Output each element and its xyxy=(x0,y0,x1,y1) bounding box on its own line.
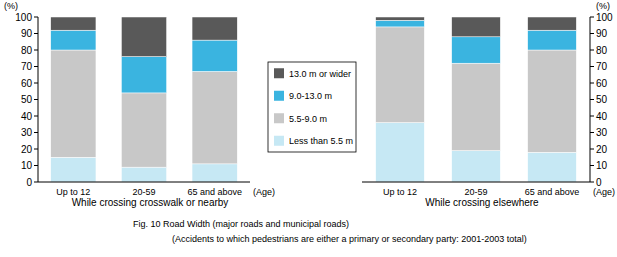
y-tick-label: 90 xyxy=(21,28,33,39)
chart-panel: 0 10 20 30 40 50 60 70 80 90 100(%) Up to 12 20-59 65… xyxy=(4,1,275,208)
bar-segment xyxy=(452,151,501,182)
bar-segment xyxy=(528,17,577,30)
y-tick-label: 0 xyxy=(26,177,32,188)
y-tick xyxy=(590,149,594,150)
x-axis-label: (Age) xyxy=(253,187,275,197)
x-axis-label: (Age) xyxy=(593,187,615,197)
x-tick-label: 20-59 xyxy=(464,187,487,197)
y-tick-label: 60 xyxy=(21,78,33,89)
y-tick-label: 20 xyxy=(21,144,33,155)
caption: (Accidents to which pedestrians are eith… xyxy=(172,234,527,244)
bar-segment xyxy=(192,164,237,182)
y-tick xyxy=(590,33,594,34)
legend-swatch xyxy=(274,68,284,78)
legend-label: 9.0-13.0 m xyxy=(289,91,332,101)
bars xyxy=(376,17,577,182)
y-tick-label: 100 xyxy=(596,12,613,23)
legend-label: 5.5-9.0 m xyxy=(289,114,327,124)
y-tick-label: 30 xyxy=(596,127,608,138)
y-tick-label: 50 xyxy=(21,94,33,105)
bar-segment xyxy=(121,93,166,167)
bar-segment xyxy=(51,17,96,30)
legend-label: Less than 5.5 m xyxy=(289,136,353,146)
chart-panel: 0 10 20 30 40 50 60 70 80 90 100(%) Up to 12 20-59 65… xyxy=(362,1,615,208)
y-tick-label: 80 xyxy=(596,45,608,56)
panel-title: While crossing crosswalk or nearby xyxy=(72,197,229,208)
bar-segment xyxy=(528,50,577,152)
caption: Fig. 10 Road Width (major roads and muni… xyxy=(133,219,349,229)
y-tick xyxy=(34,182,38,183)
y-tick xyxy=(590,17,594,18)
y-tick-label: 100 xyxy=(15,12,32,23)
y-tick-label: 0 xyxy=(596,177,602,188)
y-tick xyxy=(34,83,38,84)
bar-segment xyxy=(51,157,96,182)
y-axis-label: (%) xyxy=(596,1,610,11)
bar-segment xyxy=(192,17,237,40)
bars xyxy=(51,17,238,182)
bar-segment xyxy=(452,63,501,150)
y-tick-label: 10 xyxy=(596,160,608,171)
bar-segment xyxy=(51,50,96,157)
y-tick xyxy=(34,149,38,150)
y-tick-label: 30 xyxy=(21,127,33,138)
x-tick-label: Up to 12 xyxy=(56,187,90,197)
y-tick-label: 50 xyxy=(596,94,608,105)
y-tick-label: 80 xyxy=(21,45,33,56)
y-tick xyxy=(590,99,594,100)
x-tick-label: Up to 12 xyxy=(383,187,417,197)
y-tick xyxy=(34,50,38,51)
bar-segment xyxy=(192,40,237,71)
bar-segment xyxy=(51,30,96,50)
y-tick xyxy=(590,50,594,51)
y-tick xyxy=(34,116,38,117)
y-tick xyxy=(590,83,594,84)
y-tick xyxy=(34,132,38,133)
bar-segment xyxy=(376,20,425,27)
bar-segment xyxy=(121,17,166,57)
y-tick xyxy=(590,66,594,67)
legend-swatch xyxy=(274,136,284,146)
y-tick-label: 40 xyxy=(21,111,33,122)
y-tick xyxy=(34,165,38,166)
legend-swatch xyxy=(274,91,284,101)
bar-segment xyxy=(192,71,237,163)
bar-segment xyxy=(528,30,577,50)
y-tick-label: 20 xyxy=(596,144,608,155)
y-tick xyxy=(590,132,594,133)
x-tick-label: 65 and above xyxy=(525,187,580,197)
legend-swatch xyxy=(274,113,284,123)
y-tick-label: 90 xyxy=(596,28,608,39)
y-tick xyxy=(590,165,594,166)
y-tick-label: 40 xyxy=(596,111,608,122)
x-tick-label: 20-59 xyxy=(132,187,155,197)
bar-segment xyxy=(376,27,425,123)
bar-segment xyxy=(376,123,425,182)
y-tick xyxy=(590,182,594,183)
x-tick-label: 65 and above xyxy=(187,187,242,197)
y-tick-label: 60 xyxy=(596,78,608,89)
legend-label: 13.0 m or wider xyxy=(289,69,351,79)
bar-segment xyxy=(452,17,501,37)
y-tick xyxy=(34,99,38,100)
panel-title: While crossing elsewhere xyxy=(425,197,539,208)
y-axis-label: (%) xyxy=(4,1,18,11)
x-axis-line xyxy=(38,182,250,183)
y-tick-label: 70 xyxy=(21,61,33,72)
legend-box xyxy=(268,62,356,152)
y-tick xyxy=(590,116,594,117)
bar-segment xyxy=(452,37,501,63)
bar-segment xyxy=(376,17,425,20)
y-tick xyxy=(34,66,38,67)
y-tick xyxy=(34,33,38,34)
bar-segment xyxy=(528,152,577,182)
y-tick-label: 10 xyxy=(21,160,33,171)
legend: 13.0 m or wider 9.0-13.0 m 5.5-9.0 m Less t… xyxy=(268,62,356,152)
bar-segment xyxy=(121,57,166,93)
x-axis-line xyxy=(362,182,590,183)
figure: 0102030405060708090100(%)Up to 1220-5965… xyxy=(0,0,617,257)
y-tick xyxy=(34,17,38,18)
y-tick-label: 70 xyxy=(596,61,608,72)
bar-segment xyxy=(121,167,166,182)
